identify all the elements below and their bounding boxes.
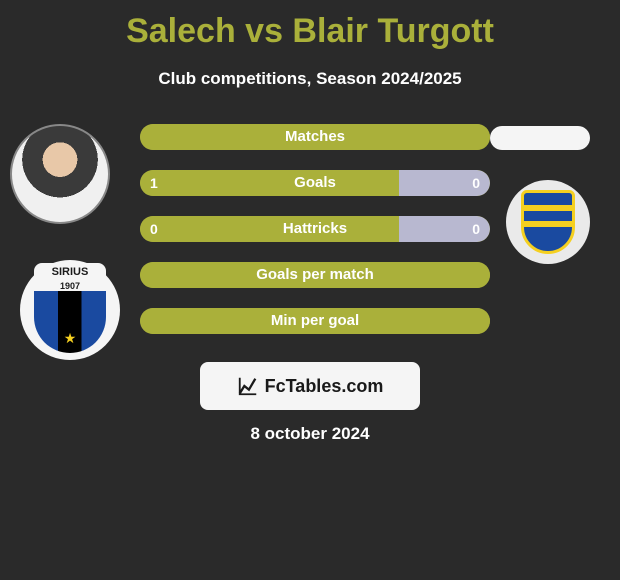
club1-name: SIRIUS	[52, 266, 89, 278]
page-title: Salech vs Blair Turgott	[0, 0, 620, 51]
star-icon: ★	[64, 330, 77, 347]
stat-row: Min per goal	[140, 308, 490, 334]
stat-value-right: 0	[472, 170, 480, 196]
stat-row: 1 Goals 0	[140, 170, 490, 196]
club1-year: 1907	[60, 281, 80, 291]
stat-value-right: 0	[472, 216, 480, 242]
stat-label: Goals	[140, 170, 490, 196]
player2-club-badge	[506, 180, 590, 264]
stat-label: Hattricks	[140, 216, 490, 242]
stat-label: Goals per match	[140, 262, 490, 288]
player1-club-badge: SIRIUS 1907 ★	[20, 260, 120, 360]
stat-label: Matches	[140, 124, 490, 150]
player1-photo	[10, 124, 110, 224]
stat-row: 0 Hattricks 0	[140, 216, 490, 242]
player2-photo-placeholder	[490, 126, 590, 150]
fctables-link[interactable]: FcTables.com	[200, 362, 420, 410]
stat-row: Matches	[140, 124, 490, 150]
fctables-label: FcTables.com	[265, 376, 384, 397]
stat-label: Min per goal	[140, 308, 490, 334]
subtitle: Club competitions, Season 2024/2025	[0, 69, 620, 89]
date-text: 8 october 2024	[0, 424, 620, 444]
stats-container: Matches 1 Goals 0 0 Hattricks 0 Goals pe…	[140, 124, 490, 354]
stat-row: Goals per match	[140, 262, 490, 288]
chart-icon	[237, 375, 259, 397]
